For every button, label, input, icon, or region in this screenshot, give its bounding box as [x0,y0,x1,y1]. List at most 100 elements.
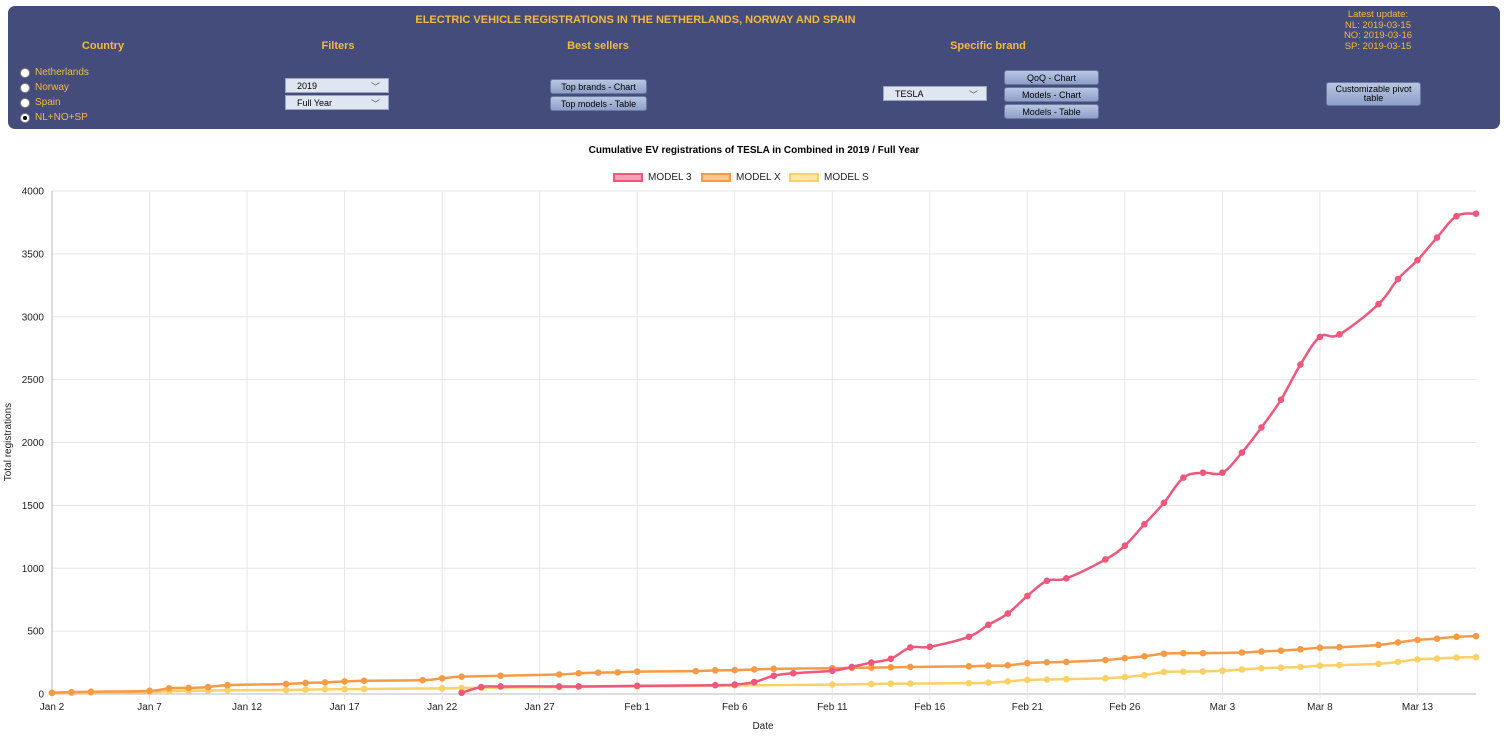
period-select[interactable]: Full Year ﹀ [285,95,389,110]
radio-dot-selected [20,112,30,123]
top-brands-chart-button[interactable]: Top brands - Chart [550,79,647,94]
y-axis-label: Total registrations [3,403,14,481]
data-point-model-3 [1160,499,1168,507]
radio-netherlands[interactable]: Netherlands [20,67,89,78]
data-point-model-x [1433,635,1441,642]
legend-label: MODEL X [736,172,781,183]
radio-label: Spain [35,97,61,108]
y-tick-label: 3000 [22,312,45,323]
data-point-model-3 [1219,469,1226,476]
data-point-model-3 [1024,592,1031,600]
data-point-model-s [1180,668,1187,675]
data-point-model-3 [1453,212,1460,220]
data-point-model-s [341,685,348,693]
data-point-model-x [907,663,914,671]
grid [51,190,1476,699]
data-point-model-s [1258,664,1265,672]
x-tick-label: Jan 17 [330,702,360,713]
data-point-model-3 [1414,256,1421,264]
x-tick-label: Feb 6 [722,702,748,713]
data-point-model-s [1043,676,1051,683]
data-point-model-x [770,665,778,673]
data-point-model-3 [985,621,992,629]
data-point-model-s [1316,662,1324,670]
latest-update-no: NO: 2019-03-16 [1343,30,1413,41]
data-point-model-s [282,686,290,694]
radio-nl-no-sp[interactable]: NL+NO+SP [20,112,88,123]
data-point-model-s [1453,654,1460,661]
x-tick-label: Mar 8 [1307,702,1333,713]
y-tick-label: 2500 [22,375,45,386]
y-tick-label: 3500 [22,249,45,260]
data-point-model-x [458,673,465,680]
axes: 0 500 1000 1500 2000 2500 3000 3500 4000 Jan 2 Jan… [22,187,1434,714]
data-point-model-x [419,676,426,684]
qoq-chart-button[interactable]: QoQ - Chart [1004,70,1099,85]
data-point-model-s [828,681,836,688]
data-point-model-x [1277,647,1285,654]
data-point-model-3 [497,683,504,690]
data-point-model-s [1102,674,1109,682]
data-point-model-x [1004,662,1012,669]
data-point-model-3 [1180,474,1187,482]
data-point-model-3 [1121,542,1129,549]
data-point-model-3 [1063,575,1070,582]
data-point-model-3 [1258,424,1265,431]
data-point-model-3 [1297,361,1304,368]
data-point-model-s [302,686,309,693]
top-models-table-button[interactable]: Top models - Table [550,96,647,111]
data-point-model-x [1258,648,1265,655]
data-point-model-x [1102,656,1109,664]
data-point-model-s [1297,663,1304,671]
data-point-model-x [575,669,582,677]
data-point-model-x [1199,649,1207,657]
data-point-model-s [985,679,992,686]
data-point-model-s [1277,664,1285,671]
models-chart-button[interactable]: Models - Chart [1004,87,1099,102]
legend-swatch [789,173,819,182]
data-point-model-3 [1238,449,1246,456]
data-point-model-x [146,687,153,695]
x-tick-label: Jan 7 [137,702,162,713]
specific-brand-section-label: Specific brand [950,40,1026,52]
y-tick-label: 1500 [22,501,45,512]
legend-item-model-x[interactable]: MODEL X [701,172,781,183]
data-point-model-x [165,685,173,692]
radio-norway[interactable]: Norway [20,82,69,93]
data-point-model-s [1121,673,1129,681]
data-point-model-x [985,662,992,670]
data-point-model-s [1414,656,1421,663]
data-point-model-x [1121,654,1129,662]
legend-item-model-s[interactable]: MODEL S [789,172,869,183]
legend-swatch [701,173,731,182]
data-point-model-3 [1277,396,1285,404]
data-point-model-x [1063,658,1070,666]
customizable-pivot-table-button[interactable]: Customizable pivot table [1326,82,1421,106]
x-axis-label: Date [752,721,774,732]
legend-item-model-3[interactable]: MODEL 3 [613,172,692,183]
brand-select[interactable]: TESLA ﹀ [883,86,987,101]
chart-title: Cumulative EV registrations of TESLA in … [588,145,920,156]
chevron-down-icon: ﹀ [370,99,380,109]
y-tick-label: 4000 [22,187,45,198]
data-point-model-x [1453,633,1460,641]
data-point-model-x [1394,639,1402,646]
models-table-button[interactable]: Models - Table [1004,104,1099,119]
radio-label: NL+NO+SP [35,112,88,123]
legend-swatch [613,173,643,182]
data-point-model-3 [828,667,836,675]
data-point-model-x [1043,659,1051,666]
data-point-model-x [224,681,231,689]
radio-spain[interactable]: Spain [20,97,61,108]
data-point-model-3 [575,683,582,690]
chevron-down-icon: ﹀ [968,90,978,100]
data-point-model-3 [1043,577,1051,585]
data-point-model-s [1219,667,1226,675]
data-point-model-x [1160,650,1168,658]
x-tick-label: Feb 26 [1109,702,1141,713]
series-line-model-3 [461,212,1477,694]
data-point-model-s [1336,661,1343,669]
year-select[interactable]: 2019 ﹀ [285,78,389,93]
data-point-model-x [1336,643,1343,651]
